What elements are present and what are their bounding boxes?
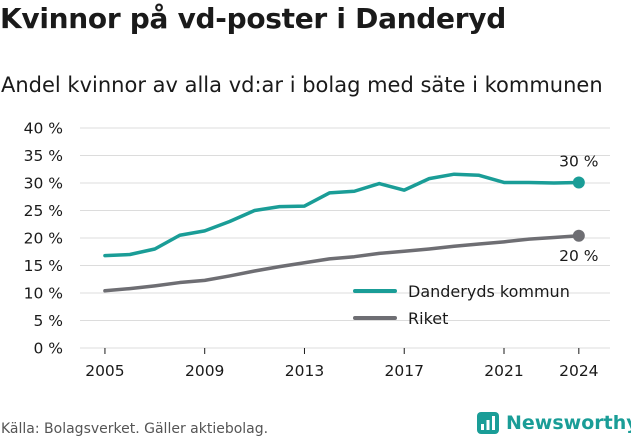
y-tick-label: 15 % (24, 257, 63, 275)
y-tick-label: 25 % (24, 202, 63, 220)
x-axis: 2005 2009 2013 2017 2021 2024 (85, 348, 599, 380)
x-tick-label: 2017 (385, 362, 424, 380)
series-lines (103, 172, 581, 293)
x-tick-label: 2021 (484, 362, 523, 380)
y-tick-label: 10 % (24, 285, 63, 303)
y-tick-label: 20 % (24, 230, 63, 248)
end-label-riket: 20 % (559, 247, 598, 265)
series-line-riket (103, 234, 581, 293)
y-axis: 0 % 5 % 10 % 15 % 20 % 25 % 30 % 35 % 40 % (24, 120, 63, 358)
x-tick-label: 2009 (185, 362, 224, 380)
newsworthy-logo-icon (477, 412, 499, 434)
end-label-danderyd: 30 % (559, 152, 598, 170)
x-tick-label: 2013 (285, 362, 324, 380)
newsworthy-logo-text: Newsworthy (506, 412, 631, 434)
legend-label: Riket (408, 309, 448, 328)
y-tick-label: 5 % (33, 312, 63, 330)
y-tick-label: 35 % (24, 147, 63, 165)
chart-subtitle: Andel kvinnor av alla vd:ar i bolag med … (1, 73, 603, 97)
x-tick-label: 2005 (85, 362, 124, 380)
end-point-riket (572, 229, 585, 242)
y-tick-label: 0 % (33, 340, 63, 358)
legend: Danderyds kommun Riket (353, 282, 570, 328)
series-line-danderyd (103, 172, 581, 258)
x-tick-label: 2024 (559, 362, 598, 380)
series-end-points (572, 176, 585, 242)
y-tick-label: 30 % (24, 175, 63, 193)
y-tick-label: 40 % (24, 120, 63, 138)
source-note: Källa: Bolagsverket. Gäller aktiebolag. (1, 421, 269, 437)
chart-title: Kvinnor på vd-poster i Danderyd (0, 2, 506, 35)
series-end-labels: 30 % 20 % (559, 152, 598, 264)
legend-label: Danderyds kommun (408, 282, 570, 301)
end-point-danderyd (572, 176, 585, 189)
newsworthy-logo: Newsworthy (476, 410, 631, 436)
